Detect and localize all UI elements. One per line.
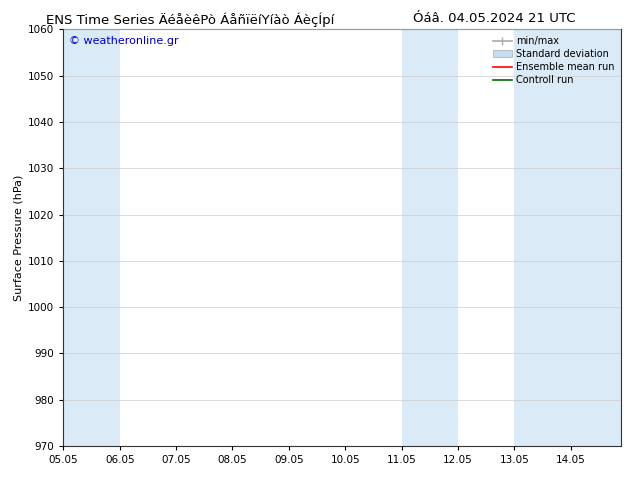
Bar	[514, 29, 621, 446]
Bar	[401, 29, 458, 446]
Text: Óáâ. 04.05.2024 21 UTC: Óáâ. 04.05.2024 21 UTC	[413, 12, 576, 25]
Legend: min/max, Standard deviation, Ensemble mean run, Controll run: min/max, Standard deviation, Ensemble me…	[489, 32, 618, 89]
Text: ENS Time Series ÄéåèêPò ÁåñïëíYíàò ÁèçÍpí: ENS Time Series ÄéåèêPò ÁåñïëíYíàò ÁèçÍp…	[46, 12, 334, 27]
Y-axis label: Surface Pressure (hPa): Surface Pressure (hPa)	[14, 174, 24, 301]
Bar	[63, 29, 120, 446]
Text: © weatheronline.gr: © weatheronline.gr	[69, 36, 179, 46]
